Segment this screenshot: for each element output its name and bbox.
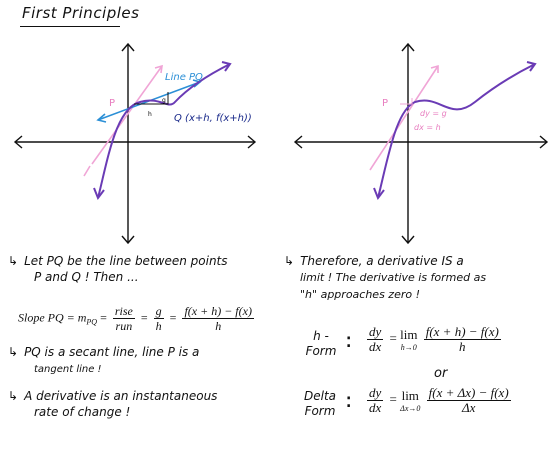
- right-dx-label: dx = h: [414, 123, 441, 132]
- delta-form-dy: dy: [367, 385, 384, 401]
- h-form-limit: lim h→0: [400, 327, 417, 352]
- left-rise-run-triangle: [134, 92, 169, 105]
- left-h-label: h: [148, 111, 152, 118]
- left-note-2-line2: tangent line !: [34, 364, 102, 375]
- left-curve-arrow-bottom: [93, 187, 105, 201]
- h: h: [155, 319, 162, 333]
- rise-over-run: rise run: [112, 304, 135, 333]
- rise: rise: [112, 304, 135, 319]
- left-x-axis-arrow-left: [13, 135, 23, 149]
- h-form-line1: h -: [313, 329, 329, 343]
- left-note-1-line1: Let PQ be the line between points: [24, 254, 228, 268]
- right-note-1-line3: "h" approaches zero !: [300, 288, 421, 301]
- delta-form-dydx: dy dx: [367, 385, 384, 415]
- delta-form-denominator: Δx: [461, 400, 476, 415]
- h-form-dydx: dy dx: [367, 324, 384, 354]
- right-function-curve: [377, 63, 536, 199]
- title-underline: [20, 26, 120, 27]
- right-dx-dy-triangle: [400, 98, 413, 105]
- right-graph: P dy = g dx = h: [293, 42, 549, 245]
- right-x-axis-arrow-left: [293, 135, 303, 149]
- delta-form-equation: dy dx = lim Δx→0 f(x + Δx) − f(x) Δx: [367, 385, 511, 415]
- left-q-label: Q (x+h, f(x+h)): [174, 113, 252, 124]
- slope-sub: PQ: [86, 317, 98, 327]
- left-note-2-line1: PQ is a secant line, line P is a: [24, 345, 200, 359]
- delta-form-limit: lim Δx→0: [400, 388, 420, 413]
- right-p-label: P: [382, 98, 388, 109]
- difference-quotient: f(x + h) − f(x) h: [182, 304, 254, 333]
- h-form-lim: lim: [400, 327, 418, 342]
- right-y-axis-arrow-top: [401, 42, 415, 52]
- delta-form-lim: lim: [401, 388, 419, 403]
- left-note-3: ↳ A derivative is an instantaneous rate o…: [8, 388, 273, 420]
- left-note-2-arrow: ↳: [8, 345, 19, 359]
- left-g-label: g: [162, 97, 166, 104]
- h-form-numerator: f(x + h) − f(x): [423, 324, 501, 340]
- right-y-axis-arrow-bottom: [401, 235, 415, 245]
- left-secant-arrow-left: [96, 113, 107, 123]
- h-form-dx: dx: [369, 339, 382, 354]
- right-x-axis-arrow-right: [539, 135, 549, 149]
- slope-prefix: Slope PQ = m: [18, 310, 87, 325]
- left-note-3-arrow: ↳: [8, 389, 19, 403]
- h-form-lim-sub: h→0: [400, 343, 417, 352]
- g: g: [153, 304, 164, 319]
- right-curve-arrow-top: [526, 61, 537, 72]
- h-form-dy: dy: [367, 324, 384, 340]
- delta-form-lim-sub: Δx→0: [400, 404, 421, 413]
- right-tangent-arrow: [430, 64, 439, 73]
- left-tangent-line: [91, 65, 163, 165]
- page-title: First Principles: [22, 4, 140, 22]
- left-p-label: P: [109, 98, 115, 109]
- left-y-axis-arrow-bottom: [121, 235, 135, 245]
- h-form-equation: dy dx = lim h→0 f(x + h) − f(x) h: [367, 324, 501, 354]
- delta-form-numerator: f(x + Δx) − f(x): [426, 385, 511, 401]
- delta-form-colon: ⁚: [346, 395, 352, 411]
- h-form-quotient: f(x + h) − f(x) h: [423, 324, 501, 354]
- delta-form-line2: Form: [304, 404, 336, 418]
- run: run: [115, 319, 133, 333]
- left-tangent-arrow: [154, 64, 163, 74]
- delta-form-quotient: f(x + Δx) − f(x) Δx: [426, 385, 511, 415]
- right-note-1-line2: limit ! The derivative is formed as: [300, 271, 487, 284]
- left-note-1: ↳ Let PQ be the line between points P and…: [8, 253, 273, 285]
- diff-denominator: h: [215, 319, 222, 333]
- diff-numerator: f(x + h) − f(x): [182, 304, 254, 319]
- left-curve-arrow-top: [221, 61, 232, 72]
- left-function-curve: [97, 63, 231, 199]
- left-x-axis-arrow-right: [247, 135, 257, 149]
- right-dy-label: dy = g: [420, 109, 447, 118]
- right-curve-arrow-bottom: [373, 187, 385, 201]
- left-line-pq-label: Line PQ: [165, 72, 203, 83]
- delta-form-label: Delta Form: [296, 389, 344, 419]
- right-note-1-line1: Therefore, a derivative IS a: [300, 254, 464, 268]
- h-form-label: h - Form: [300, 329, 342, 359]
- left-note-3-line1: A derivative is an instantaneous: [24, 389, 218, 403]
- right-note-1: ↳ Therefore, a derivative IS a limit ! Th…: [284, 253, 554, 303]
- h-form-denominator: h: [459, 339, 466, 354]
- h-form-colon: ⁚: [346, 335, 352, 351]
- delta-form-dx: dx: [369, 400, 382, 415]
- left-note-1-arrow: ↳: [8, 254, 19, 268]
- left-tangent-line-lower: [83, 165, 91, 177]
- left-y-axis-arrow-top: [121, 42, 135, 52]
- h-form-line2: Form: [305, 344, 337, 358]
- left-note-3-line2: rate of change !: [34, 405, 131, 419]
- right-note-1-arrow: ↳: [284, 254, 295, 268]
- delta-form-line1: Delta: [303, 389, 336, 403]
- right-tangent-line: [369, 65, 439, 171]
- left-note-2: ↳ PQ is a secant line, line P is a tangen…: [8, 344, 273, 378]
- left-note-1-line2: P and Q ! Then ...: [34, 270, 139, 284]
- or-label: or: [434, 366, 448, 381]
- left-graph: h g Line PQ P Q (x+h, f(x+h)): [13, 42, 257, 245]
